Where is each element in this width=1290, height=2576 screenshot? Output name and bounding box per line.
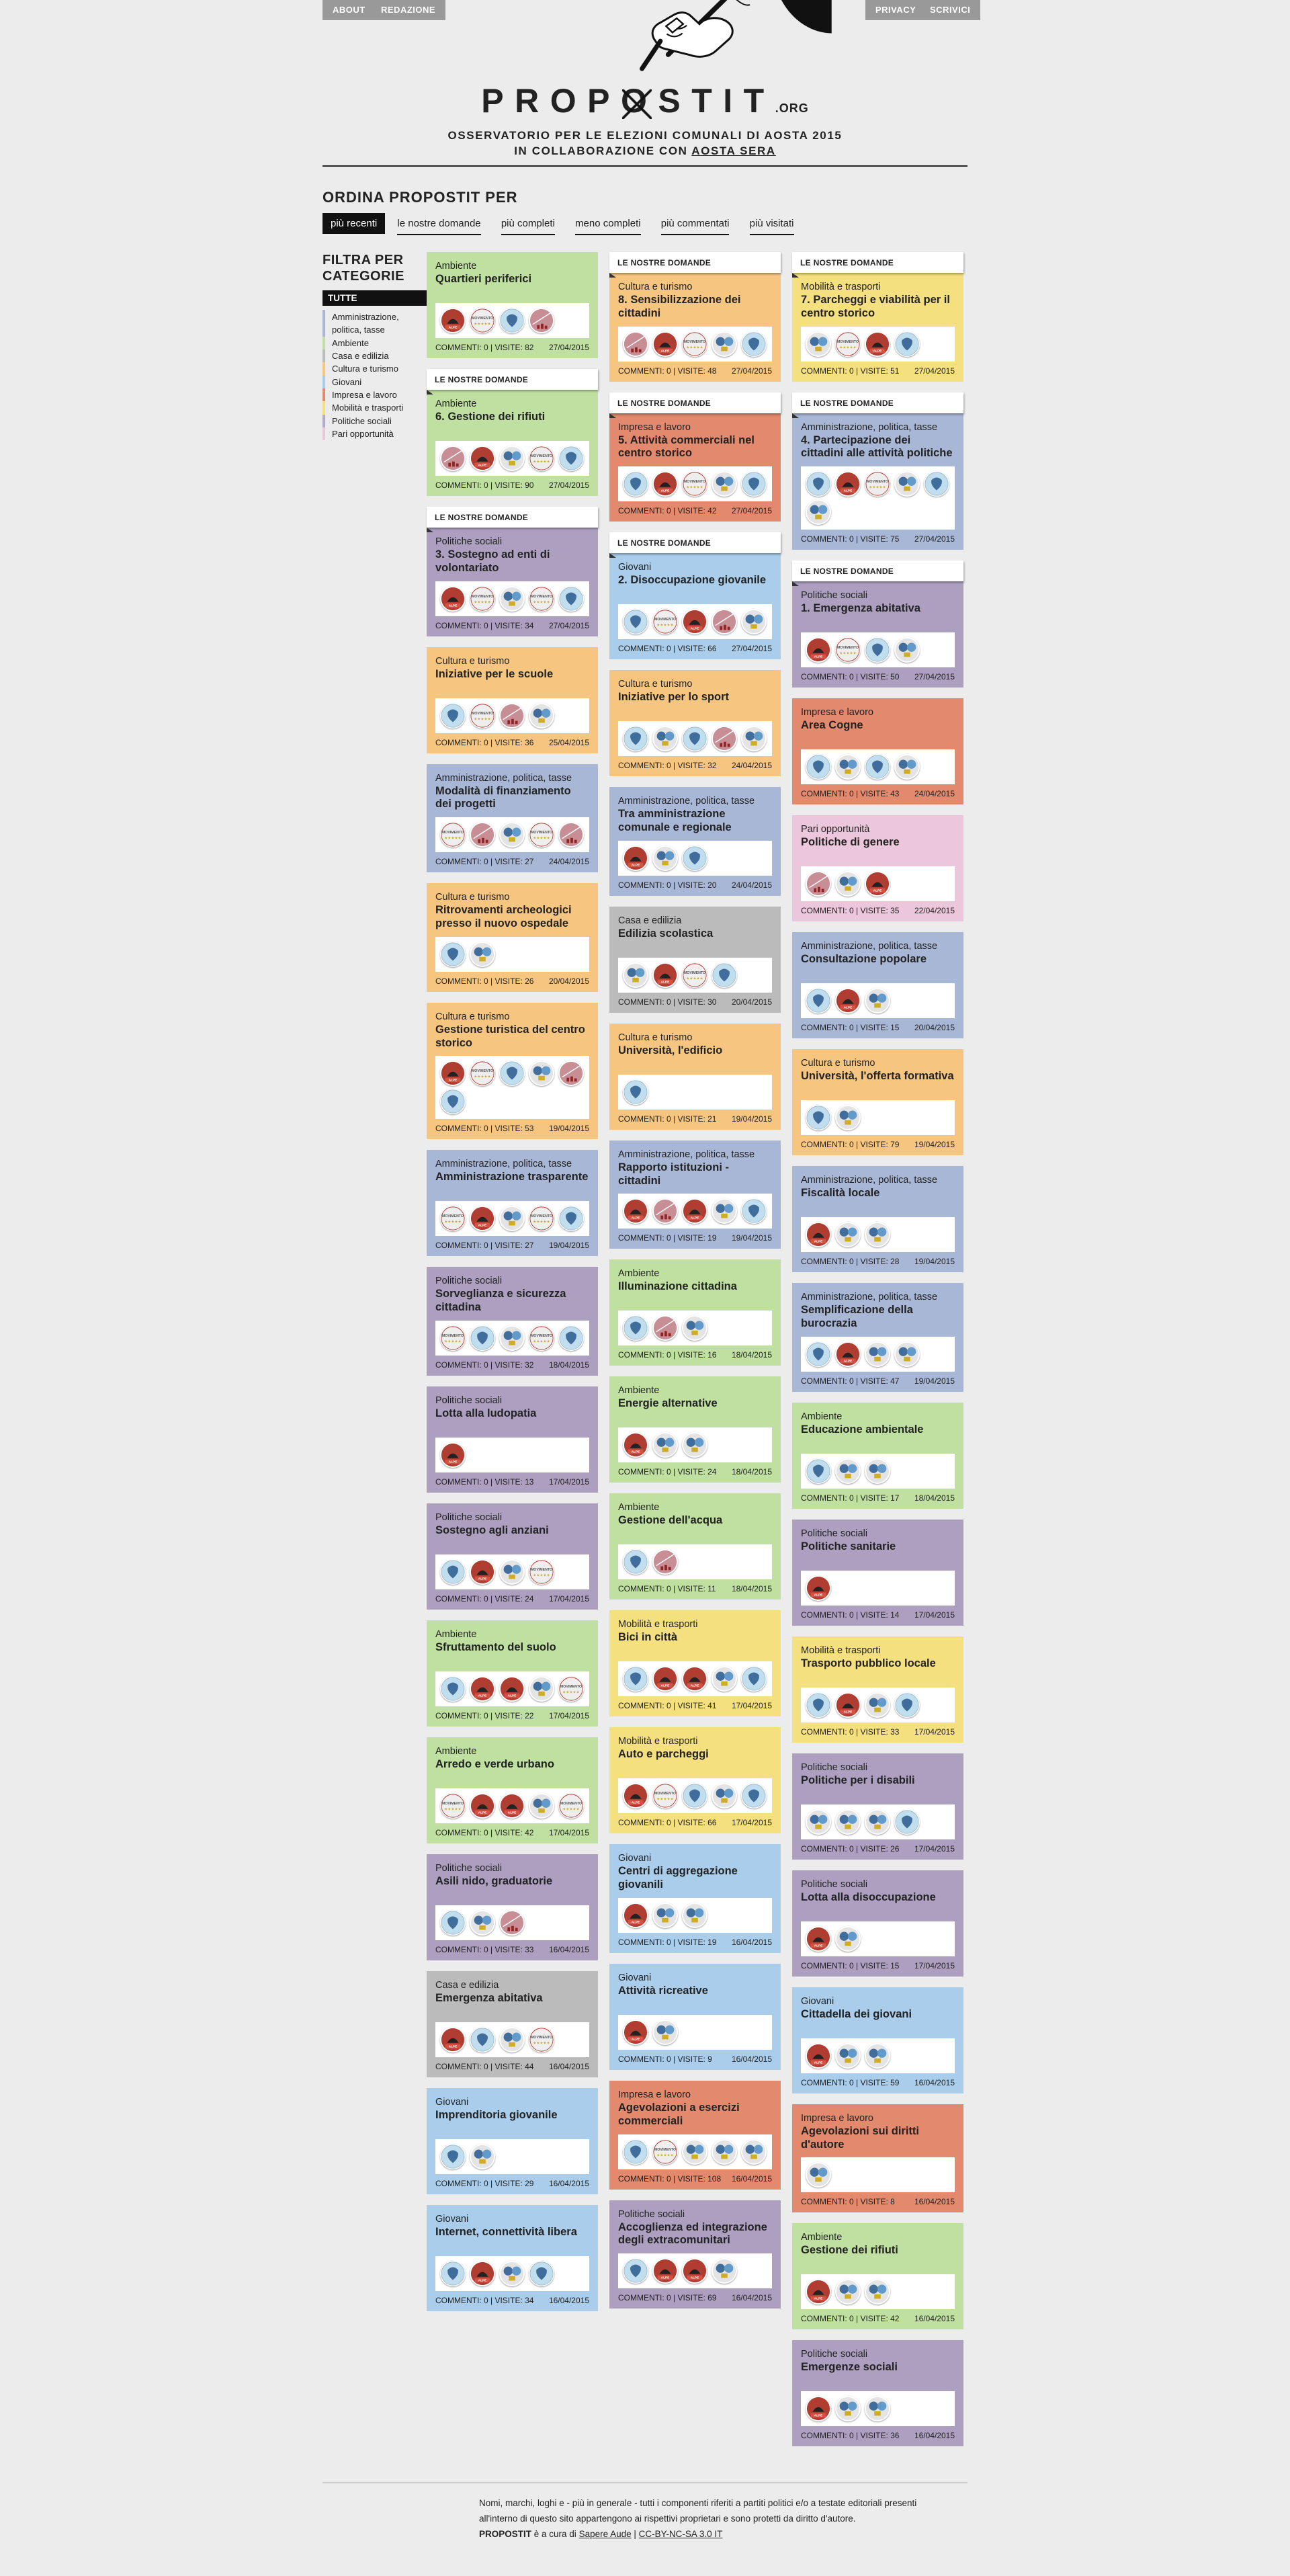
svg-text:★★★★★: ★★★★★ — [839, 345, 857, 349]
svg-text:MOVIMENTO: MOVIMENTO — [531, 454, 552, 458]
svg-text:ALPE: ALPE — [661, 489, 670, 493]
svg-text:MOVIMENTO: MOVIMENTO — [472, 317, 493, 321]
svg-text:MOVIMENTO: MOVIMENTO — [472, 595, 493, 599]
svg-text:ALPE: ALPE — [691, 1216, 699, 1220]
svg-text:★★★★★: ★★★★★ — [444, 1220, 462, 1224]
svg-text:MOVIMENTO: MOVIMENTO — [654, 1792, 676, 1796]
svg-text:ALPE: ALPE — [844, 489, 853, 493]
svg-text:ALPE: ALPE — [814, 1240, 823, 1244]
svg-text:MOVIMENTO: MOVIMENTO — [472, 712, 493, 716]
svg-text:★★★★★: ★★★★★ — [533, 599, 550, 604]
svg-text:★★★★★: ★★★★★ — [686, 345, 703, 349]
svg-text:MOVIMENTO: MOVIMENTO — [531, 595, 552, 599]
svg-text:ALPE: ALPE — [449, 1079, 458, 1083]
svg-text:★★★★★: ★★★★★ — [562, 1690, 580, 1695]
svg-text:★★★★★: ★★★★★ — [474, 716, 491, 721]
svg-text:★★★★★: ★★★★★ — [656, 623, 674, 628]
svg-text:ALPE: ALPE — [661, 349, 670, 353]
svg-text:ALPE: ALPE — [478, 463, 487, 467]
svg-text:★★★★★: ★★★★★ — [444, 1807, 462, 1812]
svg-text:★★★★★: ★★★★★ — [474, 322, 491, 327]
svg-text:★★★★★: ★★★★★ — [533, 1339, 550, 1344]
svg-text:ALPE: ALPE — [873, 889, 882, 893]
svg-text:ALPE: ALPE — [632, 863, 640, 867]
svg-text:MOVIMENTO: MOVIMENTO — [442, 1802, 464, 1806]
svg-text:ALPE: ALPE — [873, 349, 882, 353]
svg-text:★★★★★: ★★★★★ — [533, 836, 550, 841]
svg-text:MOVIMENTO: MOVIMENTO — [837, 646, 859, 650]
svg-text:MOVIMENTO: MOVIMENTO — [684, 971, 705, 975]
svg-text:ALPE: ALPE — [632, 2037, 640, 2041]
svg-text:MOVIMENTO: MOVIMENTO — [560, 1802, 582, 1806]
svg-text:MOVIMENTO: MOVIMENTO — [531, 1214, 552, 1218]
svg-text:ALPE: ALPE — [632, 1450, 640, 1454]
svg-text:★★★★★: ★★★★★ — [562, 1807, 580, 1812]
svg-text:ALPE: ALPE — [691, 1684, 699, 1688]
svg-text:★★★★★: ★★★★★ — [474, 599, 491, 604]
svg-text:ALPE: ALPE — [449, 325, 458, 329]
svg-text:★★★★★: ★★★★★ — [533, 1220, 550, 1224]
svg-text:ALPE: ALPE — [691, 627, 699, 631]
svg-text:ALPE: ALPE — [814, 2061, 823, 2065]
svg-text:ALPE: ALPE — [661, 980, 670, 984]
svg-text:★★★★★: ★★★★★ — [533, 2041, 550, 2046]
svg-text:MOVIMENTO: MOVIMENTO — [442, 1214, 464, 1218]
svg-text:ALPE: ALPE — [814, 2414, 823, 2418]
svg-text:ALPE: ALPE — [814, 1593, 823, 1597]
svg-text:MOVIMENTO: MOVIMENTO — [531, 2036, 552, 2040]
svg-text:★★★★★: ★★★★★ — [533, 1573, 550, 1578]
svg-text:MOVIMENTO: MOVIMENTO — [684, 480, 705, 484]
svg-text:MOVIMENTO: MOVIMENTO — [654, 2148, 676, 2152]
svg-text:ALPE: ALPE — [814, 2297, 823, 2301]
svg-text:ALPE: ALPE — [632, 1216, 640, 1220]
svg-text:★★★★★: ★★★★★ — [656, 1797, 674, 1802]
svg-text:MOVIMENTO: MOVIMENTO — [837, 340, 859, 344]
svg-text:★★★★★: ★★★★★ — [533, 460, 550, 464]
svg-text:MOVIMENTO: MOVIMENTO — [560, 1685, 582, 1689]
svg-text:★★★★★: ★★★★★ — [839, 651, 857, 656]
svg-text:MOVIMENTO: MOVIMENTO — [684, 340, 705, 344]
svg-text:MOVIMENTO: MOVIMENTO — [442, 831, 464, 835]
svg-text:ALPE: ALPE — [844, 1710, 853, 1714]
svg-text:ALPE: ALPE — [478, 1577, 487, 1581]
svg-text:MOVIMENTO: MOVIMENTO — [654, 618, 676, 622]
svg-text:MOVIMENTO: MOVIMENTO — [531, 1568, 552, 1572]
svg-text:★★★★★: ★★★★★ — [444, 836, 462, 841]
svg-text:MOVIMENTO: MOVIMENTO — [442, 1334, 464, 1338]
svg-text:MOVIMENTO: MOVIMENTO — [531, 1334, 552, 1338]
svg-text:ALPE: ALPE — [478, 1224, 487, 1228]
svg-text:ALPE: ALPE — [478, 1694, 487, 1698]
svg-text:★★★★★: ★★★★★ — [869, 485, 886, 490]
svg-text:★★★★★: ★★★★★ — [686, 976, 703, 981]
svg-text:ALPE: ALPE — [508, 1811, 517, 1815]
svg-text:ALPE: ALPE — [844, 1359, 853, 1363]
svg-text:ALPE: ALPE — [814, 655, 823, 659]
svg-text:★★★★★: ★★★★★ — [656, 2153, 674, 2157]
svg-text:ALPE: ALPE — [632, 1801, 640, 1805]
svg-text:ALPE: ALPE — [508, 1694, 517, 1698]
svg-text:ALPE: ALPE — [449, 1460, 458, 1464]
svg-text:★★★★★: ★★★★★ — [474, 1075, 491, 1079]
svg-text:ALPE: ALPE — [691, 2276, 699, 2280]
svg-text:★★★★★: ★★★★★ — [686, 485, 703, 490]
svg-text:ALPE: ALPE — [478, 1811, 487, 1815]
svg-text:ALPE: ALPE — [844, 1006, 853, 1010]
svg-text:ALPE: ALPE — [449, 604, 458, 608]
svg-text:ALPE: ALPE — [478, 2278, 487, 2282]
svg-text:ALPE: ALPE — [632, 1920, 640, 1924]
svg-text:ALPE: ALPE — [661, 2276, 670, 2280]
svg-text:MOVIMENTO: MOVIMENTO — [531, 831, 552, 835]
svg-text:ALPE: ALPE — [814, 1944, 823, 1948]
svg-text:★★★★★: ★★★★★ — [444, 1339, 462, 1344]
svg-text:MOVIMENTO: MOVIMENTO — [867, 480, 888, 484]
svg-text:MOVIMENTO: MOVIMENTO — [472, 1069, 493, 1073]
svg-text:ALPE: ALPE — [449, 2044, 458, 2048]
svg-text:ALPE: ALPE — [661, 1684, 670, 1688]
